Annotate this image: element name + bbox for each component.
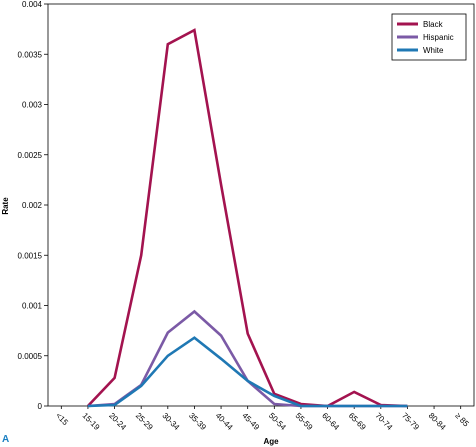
x-tick-label: 80-84 [427,411,448,432]
y-tick-label: 0 [38,402,43,411]
y-tick-label: 0.004 [22,0,43,9]
series-line-black [86,28,408,408]
x-tick-label: 45-49 [240,411,261,432]
x-tick-label: 15-19 [81,411,102,432]
x-tick-label: 65-69 [347,411,368,432]
x-tick-label: 55-59 [294,411,315,432]
y-tick-label: 0.003 [22,101,43,110]
x-axis: <15 15-19 20-24 25-29 30-34 35-39 40-44 45-49 50… [54,406,471,432]
plot-border [47,3,475,407]
y-axis: 0 0.0005 0.001 0.0015 0.002 0.0025 0.003 0.0035… [18,0,48,411]
legend-label-black: Black [423,20,444,29]
x-tick-label: 75-79 [400,411,421,432]
legend: Black Hispanic White [391,13,467,61]
y-tick-label: 0.0025 [18,151,43,160]
plot-area [47,3,475,407]
y-axis-title: Rate [1,197,10,215]
y-tick-label: 0.002 [22,201,43,210]
y-tick-label: 0.0035 [18,50,43,59]
x-tick-label: 50-54 [267,411,288,432]
series-lines [86,28,408,408]
legend-label-hispanic: Hispanic [423,33,454,42]
y-tick-label: 0.0005 [18,352,43,361]
x-axis-title: Age [263,437,279,446]
series-line-white [87,336,408,408]
x-tick-label: ≥ 85 [453,411,471,429]
x-tick-label: 30-34 [160,411,181,432]
series-line-hispanic [87,309,408,408]
x-tick-label: 25-29 [134,411,155,432]
x-tick-label: <15 [54,411,70,427]
x-tick-label: 70-74 [373,411,394,432]
x-tick-label: 60-64 [320,411,341,432]
x-tick-label: 35-39 [187,411,208,432]
x-tick-label: 20-24 [107,411,128,432]
y-tick-label: 0.0015 [18,251,43,260]
y-tick-label: 0.001 [22,302,43,311]
panel-label: A [2,434,9,445]
x-tick-label: 40-44 [214,411,235,432]
legend-label-white: White [423,46,444,55]
